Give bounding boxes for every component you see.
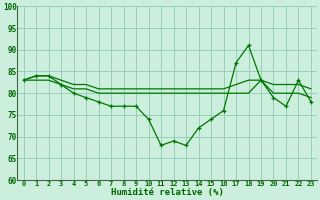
X-axis label: Humidité relative (%): Humidité relative (%) xyxy=(111,188,224,197)
